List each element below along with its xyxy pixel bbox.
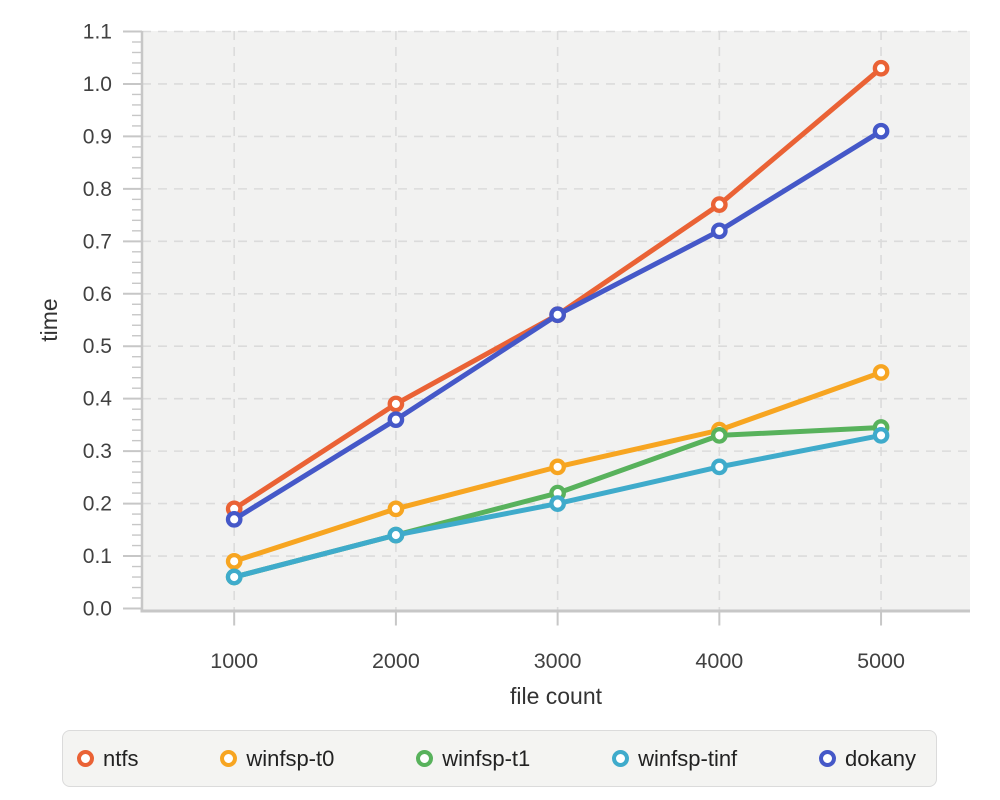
legend-marker-icon [612, 750, 630, 767]
legend-item-ntfs[interactable]: ntfs [77, 746, 138, 772]
data-point-ntfs-5000 [872, 59, 890, 77]
y-axis-title: time [36, 298, 62, 341]
y-tick-label: 0.9 [83, 125, 112, 148]
data-point-dokany-2000 [387, 411, 405, 429]
legend-item-label: winfsp-t0 [246, 745, 335, 771]
data-point-winfsp-t0-1000 [225, 552, 243, 570]
y-tick-label: 1.0 [83, 73, 112, 96]
data-point-winfsp-tinf-4000 [710, 458, 728, 476]
data-point-winfsp-tinf-3000 [549, 495, 566, 512]
legend-item-winfsp-t0[interactable]: winfsp-t0 [220, 746, 334, 772]
y-tick-label: 0.5 [83, 335, 112, 358]
data-point-winfsp-tinf-1000 [225, 568, 243, 586]
y-tick-label: 1.1 [83, 21, 112, 44]
data-point-dokany-4000 [710, 222, 728, 240]
legend-item-winfsp-tinf[interactable]: winfsp-tinf [612, 746, 737, 772]
series-winfsp-tinf [225, 427, 890, 586]
x-tick-label: 3000 [534, 649, 582, 673]
data-point-winfsp-tinf-5000 [872, 427, 890, 444]
legend: ntfs winfsp-t0 winfsp-t1 winfsp-tinf dokany [62, 730, 937, 787]
y-tick-label: 0.8 [83, 178, 112, 201]
x-axis-ticks: 1000 2000 3000 4000 5000 [210, 611, 905, 673]
y-gridlines [142, 30, 970, 557]
series-dokany [225, 122, 890, 528]
legend-item-label: winfsp-t1 [442, 745, 531, 771]
x-tick-label: 5000 [857, 649, 905, 673]
data-point-ntfs-2000 [387, 395, 405, 413]
line-chart-plot: 0.0 0.1 0.2 0.3 0.4 0.5 0.6 0.7 0.8 0.9 1.0 1.1 1000… [36, 21, 970, 709]
y-minor-ticks [132, 41, 142, 599]
data-point-ntfs-4000 [710, 196, 728, 213]
data-point-winfsp-tinf-2000 [387, 526, 405, 544]
legend-item-label: winfsp-tinf [638, 745, 738, 771]
y-tick-label: 0.1 [83, 545, 112, 568]
x-tick-label: 1000 [210, 649, 258, 673]
y-tick-label: 0.6 [83, 283, 112, 306]
data-point-winfsp-t1-4000 [710, 427, 728, 444]
legend-marker-icon [416, 750, 434, 767]
y-tick-label: 0.3 [83, 440, 112, 463]
y-tick-label: 0.0 [83, 598, 112, 621]
generated-plot-layers: 0.0 0.1 0.2 0.3 0.4 0.5 0.6 0.7 0.8 0.9 1.0 1.1 1000… [83, 21, 970, 673]
legend-marker-icon [77, 750, 94, 767]
data-point-dokany-5000 [872, 122, 890, 140]
data-point-dokany-1000 [225, 510, 243, 528]
x-axis-title: file count [510, 683, 603, 709]
x-tick-label: 4000 [695, 649, 743, 673]
legend-item-label: ntfs [103, 745, 139, 771]
legend-item-winfsp-t1[interactable]: winfsp-t1 [416, 746, 530, 772]
y-tick-label: 0.7 [83, 230, 112, 253]
data-point-winfsp-t0-5000 [872, 364, 890, 381]
legend-marker-icon [220, 750, 238, 767]
data-point-winfsp-t0-3000 [549, 458, 566, 476]
legend-marker-icon [819, 750, 837, 767]
y-axis-ticks: 0.0 0.1 0.2 0.3 0.4 0.5 0.6 0.7 0.8 0.9 1.0 1.1 [83, 21, 142, 621]
data-point-winfsp-t0-2000 [387, 500, 405, 518]
legend-item-label: dokany [845, 745, 916, 771]
y-tick-label: 0.4 [83, 388, 113, 411]
data-point-dokany-3000 [549, 306, 566, 324]
legend-item-dokany[interactable]: dokany [819, 746, 916, 772]
y-tick-label: 0.2 [83, 493, 112, 516]
x-tick-label: 2000 [372, 649, 420, 673]
